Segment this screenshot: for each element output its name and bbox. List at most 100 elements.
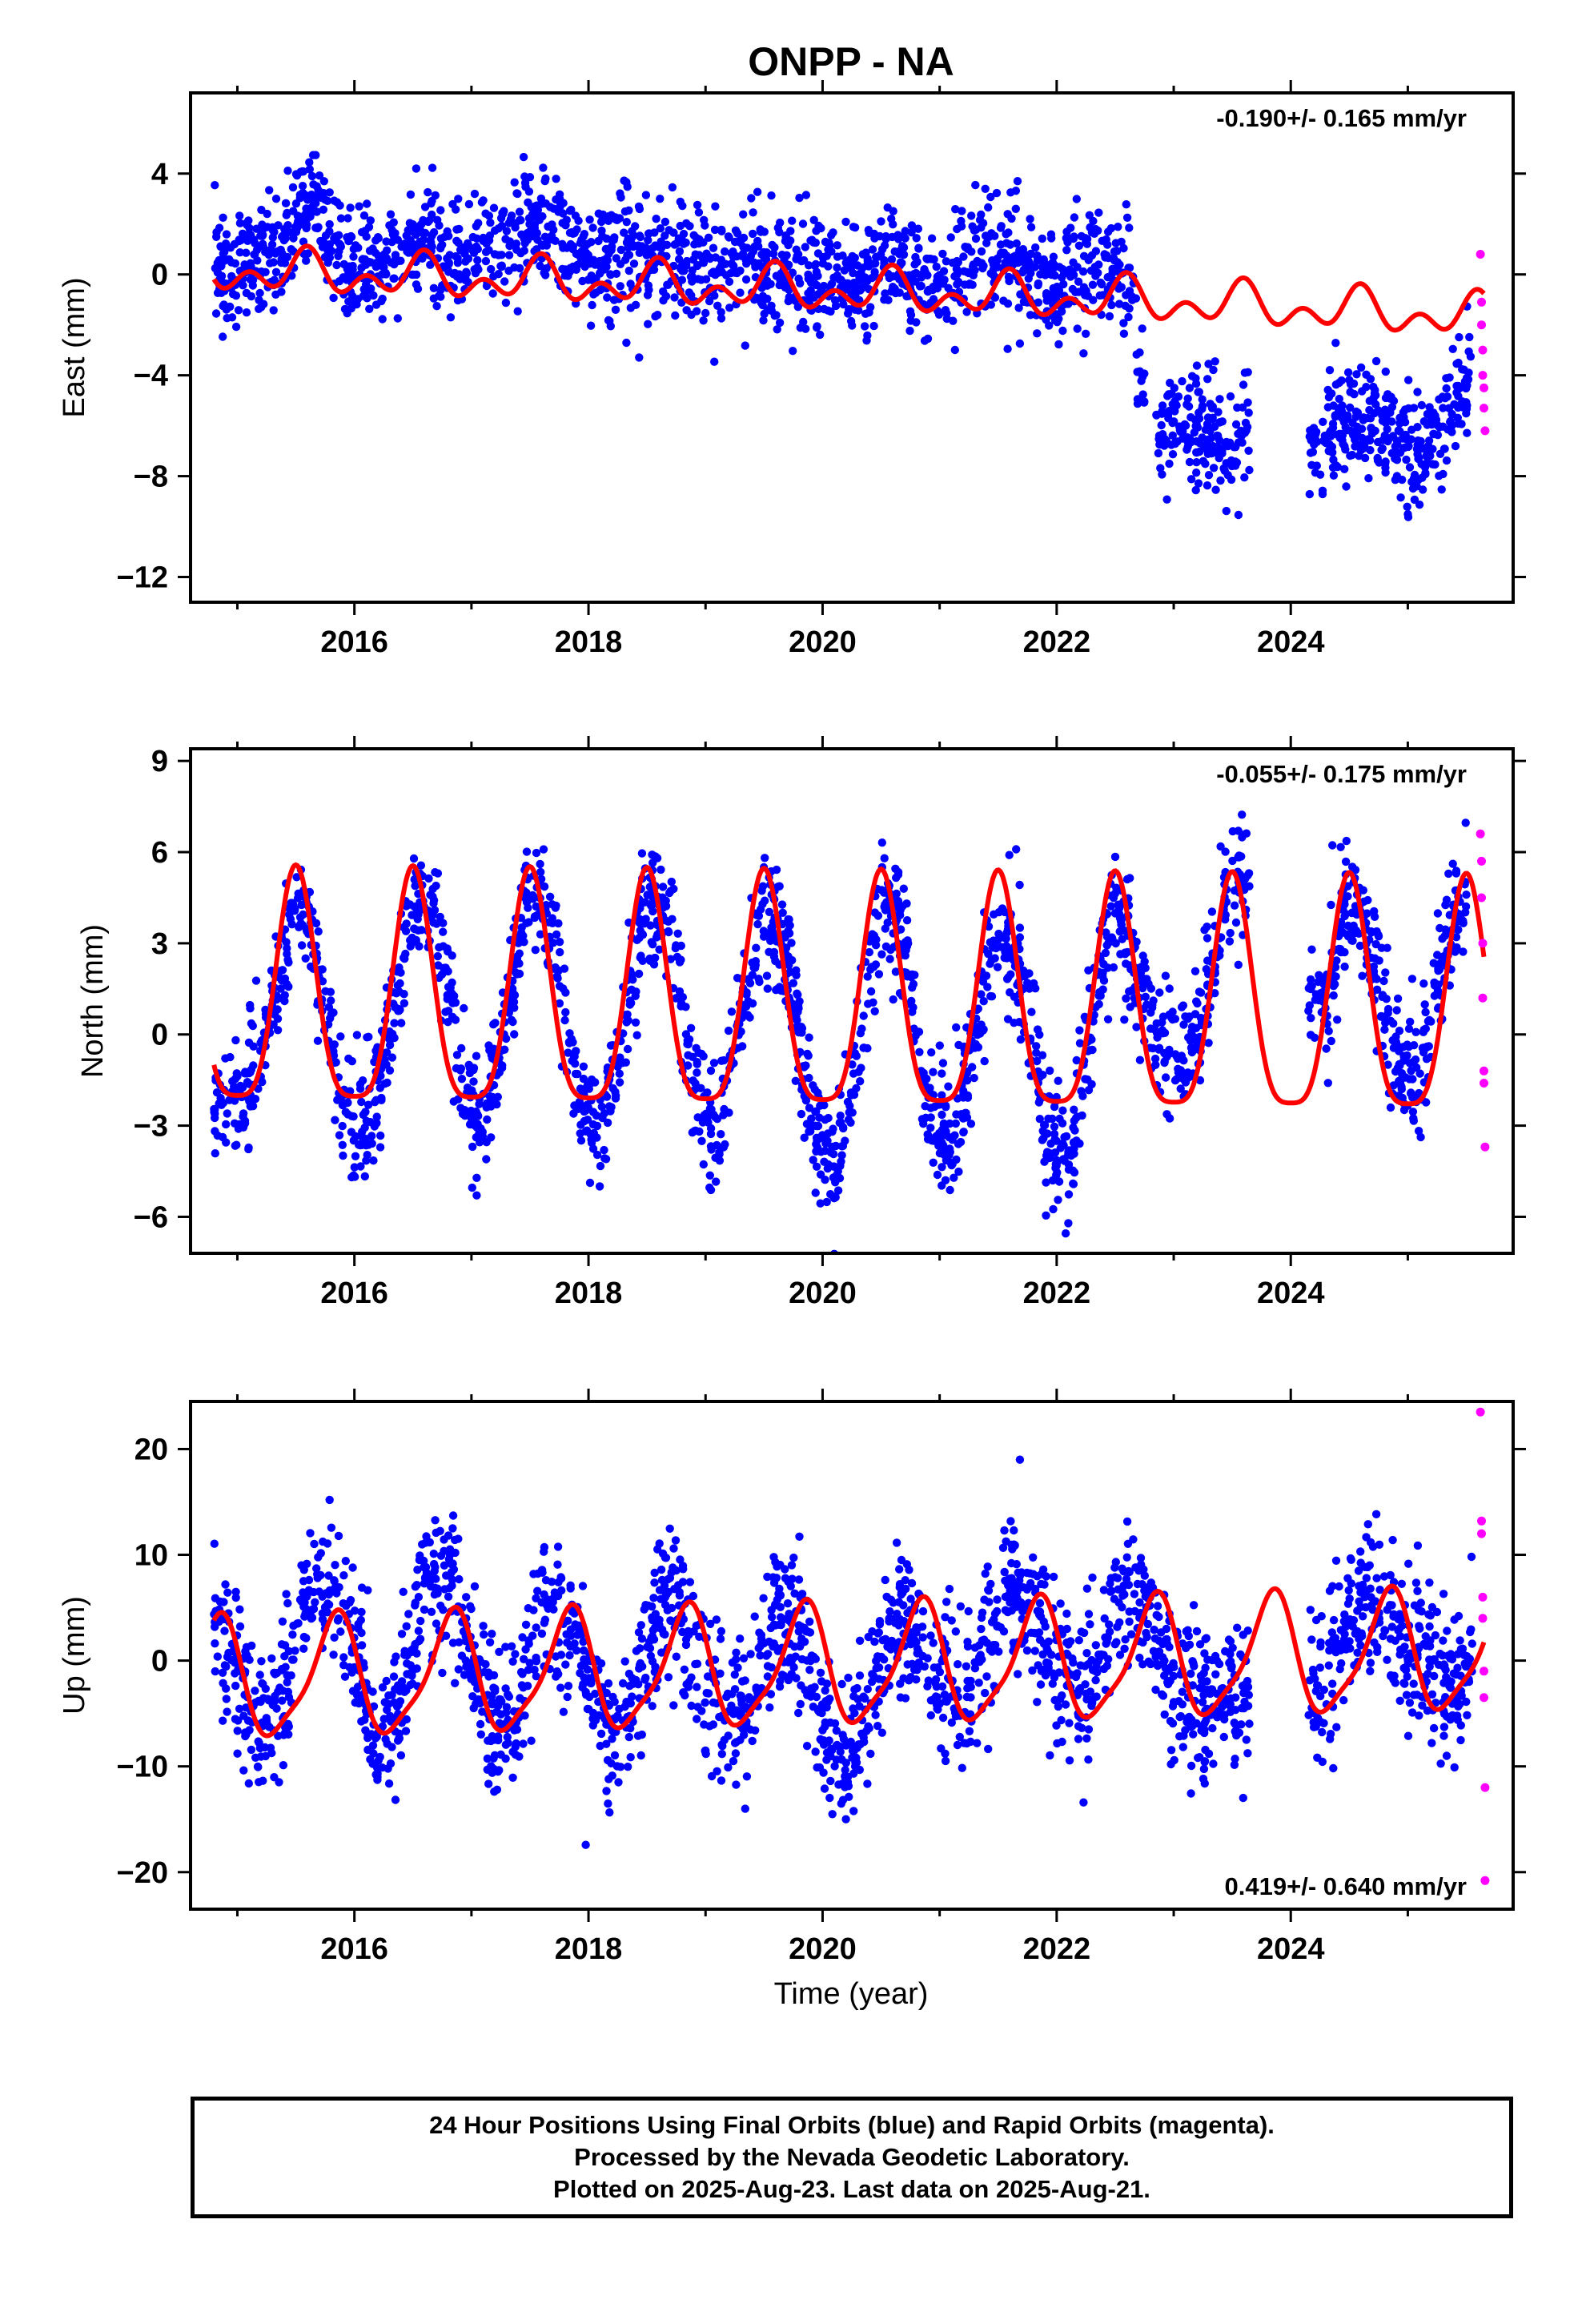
final-orbit-point — [1418, 473, 1427, 482]
final-orbit-point — [1209, 464, 1219, 472]
final-orbit-point — [968, 1063, 977, 1072]
final-orbit-point — [693, 307, 701, 316]
final-orbit-point — [638, 956, 647, 966]
final-orbit-point — [990, 910, 998, 919]
final-orbit-point — [1014, 304, 1023, 312]
final-orbit-point — [231, 1593, 240, 1602]
final-orbit-point — [222, 1120, 231, 1129]
final-orbit-point — [938, 1163, 946, 1172]
final-orbit-point — [343, 1098, 352, 1108]
final-orbit-point — [315, 171, 324, 180]
final-orbit-point — [602, 254, 611, 263]
final-orbit-point — [1306, 975, 1315, 984]
final-orbit-point — [705, 1171, 714, 1180]
y-tick-label: 3 — [151, 927, 168, 961]
final-orbit-point — [1327, 389, 1336, 398]
final-orbit-point — [1166, 378, 1174, 388]
final-orbit-point — [1214, 408, 1223, 416]
final-orbit-point — [1202, 965, 1211, 974]
final-orbit-point — [871, 1711, 880, 1719]
final-orbit-point — [843, 1097, 853, 1107]
final-orbit-point — [891, 288, 900, 298]
final-orbit-point — [846, 263, 856, 273]
final-orbit-point — [1336, 842, 1345, 852]
final-orbit-point — [824, 1160, 833, 1169]
final-orbit-point — [255, 288, 264, 298]
final-orbit-point — [248, 1021, 257, 1031]
final-orbit-point — [213, 288, 223, 297]
final-orbit-point — [400, 923, 408, 932]
final-orbit-point — [251, 976, 261, 985]
final-orbit-point — [1065, 1719, 1074, 1727]
final-orbit-point — [468, 1142, 477, 1152]
final-orbit-point — [954, 277, 963, 287]
final-orbit-point — [1408, 1108, 1418, 1116]
final-orbit-point — [242, 219, 251, 227]
final-orbit-point — [1222, 506, 1231, 516]
final-orbit-point — [561, 988, 570, 997]
final-orbit-point — [1342, 836, 1351, 846]
final-orbit-point — [583, 1665, 592, 1674]
final-orbit-point — [902, 916, 912, 925]
final-orbit-point — [1138, 390, 1147, 399]
final-orbit-point — [552, 175, 560, 183]
final-orbit-point — [516, 249, 525, 258]
final-orbit-point — [318, 237, 327, 247]
final-orbit-point — [953, 270, 962, 279]
final-orbit-point — [308, 151, 318, 159]
final-orbit-point — [576, 1129, 584, 1138]
final-orbit-point — [844, 1116, 853, 1124]
final-orbit-point — [704, 233, 713, 242]
final-orbit-point — [693, 1068, 701, 1077]
final-orbit-point — [212, 227, 221, 237]
final-orbit-point — [472, 1051, 481, 1060]
final-orbit-point — [805, 1617, 814, 1626]
final-orbit-point — [216, 1093, 225, 1103]
final-orbit-point — [926, 254, 934, 263]
final-orbit-point — [426, 260, 435, 269]
final-orbit-point — [944, 1082, 953, 1091]
final-orbit-point — [1353, 428, 1362, 437]
final-orbit-point — [396, 1005, 404, 1015]
final-orbit-point — [1050, 1122, 1059, 1132]
final-orbit-point — [801, 191, 811, 199]
final-orbit-point — [833, 241, 842, 250]
final-orbit-point — [446, 313, 456, 322]
final-orbit-point — [327, 996, 335, 1005]
final-orbit-point — [1176, 1084, 1185, 1093]
final-orbit-point — [1045, 264, 1054, 273]
final-orbit-point — [692, 1084, 701, 1093]
final-orbit-point — [344, 236, 353, 246]
final-orbit-point — [950, 345, 960, 355]
final-orbit-point — [572, 249, 580, 259]
final-orbit-point — [444, 993, 453, 1002]
final-orbit-point — [1073, 324, 1082, 333]
final-orbit-point — [751, 957, 761, 966]
final-orbit-point — [1059, 279, 1068, 289]
final-orbit-point — [428, 884, 437, 894]
final-orbit-point — [1103, 240, 1112, 249]
final-orbit-point — [841, 217, 850, 227]
final-orbit-point — [1098, 279, 1106, 289]
final-orbit-point — [709, 243, 718, 252]
final-orbit-point — [460, 1003, 468, 1013]
final-orbit-point — [1366, 1659, 1375, 1667]
final-orbit-point — [1069, 1123, 1078, 1132]
final-orbit-point — [1132, 1023, 1141, 1031]
final-orbit-point — [656, 195, 665, 203]
final-orbit-point — [1433, 431, 1443, 440]
final-orbit-point — [481, 256, 491, 266]
final-orbit-point — [872, 935, 881, 944]
final-orbit-point — [501, 298, 511, 308]
final-orbit-point — [344, 1054, 353, 1063]
final-orbit-point — [1044, 1114, 1053, 1124]
final-orbit-point — [1331, 339, 1340, 348]
final-orbit-point — [1116, 283, 1126, 292]
final-orbit-point — [806, 278, 816, 287]
final-orbit-point — [704, 1118, 713, 1127]
final-orbit-point — [323, 196, 332, 205]
final-orbit-point — [1122, 213, 1132, 222]
final-orbit-point — [697, 1049, 706, 1059]
final-orbit-point — [391, 229, 400, 238]
